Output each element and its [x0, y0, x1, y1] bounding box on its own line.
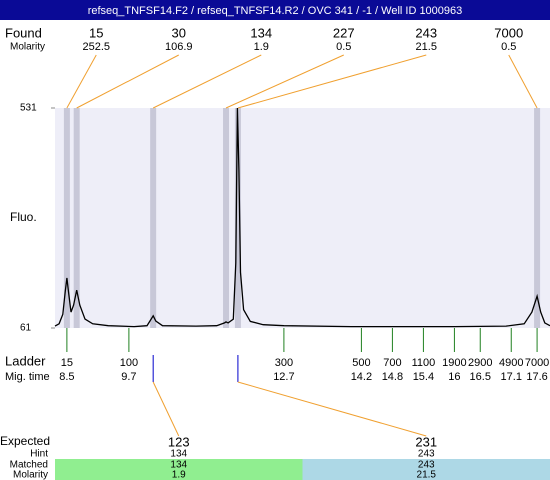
ladder-time: 14.2	[351, 371, 372, 383]
peak-connector	[225, 54, 344, 109]
peak-band	[223, 108, 230, 328]
found-size: 243	[415, 25, 437, 40]
found-molarity: 21.5	[416, 41, 437, 53]
ladder-time: 16	[448, 371, 460, 383]
found-molarity: 0.5	[501, 41, 516, 53]
matched-band	[302, 459, 550, 480]
ladder-size: 1900	[442, 357, 466, 369]
peak-band	[63, 108, 70, 328]
expected-connector	[237, 381, 427, 437]
ladder-size: 4900	[499, 357, 523, 369]
found-label: Found	[5, 25, 42, 40]
plot-area	[55, 108, 550, 328]
expected-size: 231	[415, 434, 437, 449]
ladder-time: 14.8	[382, 371, 403, 383]
ladder-size: 700	[383, 357, 401, 369]
matched-label: Matched	[10, 460, 48, 471]
ladder-size: 300	[275, 357, 293, 369]
matched-value: 243	[418, 460, 435, 471]
peak-connector	[76, 54, 179, 109]
ladder-time: 16.5	[470, 371, 491, 383]
found-molarity: 1.9	[254, 41, 269, 53]
molarity-label: Molarity	[10, 42, 45, 53]
hint-label: Hint	[30, 449, 48, 460]
ladder-time: 9.7	[121, 371, 136, 383]
ladder-time: 17.1	[501, 371, 522, 383]
peak-band	[150, 108, 157, 328]
ladder-time: 17.6	[526, 371, 547, 383]
ladder-size: 100	[120, 357, 138, 369]
ladder-label: Ladder	[5, 353, 46, 368]
title-bar	[0, 0, 550, 20]
y-axis-label: Fluo.	[10, 210, 37, 224]
expected-label: Expected	[0, 434, 50, 448]
y-tick-label: 531	[20, 103, 37, 114]
ladder-time: 8.5	[59, 371, 74, 383]
ladder-time: 12.7	[273, 371, 294, 383]
ladder-size: 7000	[525, 357, 549, 369]
hint-value: 243	[418, 449, 435, 460]
peak-band	[234, 108, 241, 328]
found-molarity: 252.5	[82, 41, 110, 53]
matched-value: 134	[170, 460, 187, 471]
matched-molarity: 1.9	[172, 470, 186, 480]
peak-connector	[508, 54, 538, 109]
found-size: 7000	[494, 25, 523, 40]
ladder-size: 2900	[468, 357, 492, 369]
matched-molarity: 21.5	[417, 470, 437, 480]
expected-molarity-label: Molarity	[13, 470, 48, 480]
found-size: 15	[89, 25, 103, 40]
peak-band	[73, 108, 80, 328]
found-molarity: 0.5	[336, 41, 351, 53]
mig-time-label: Mig. time	[5, 371, 50, 383]
ladder-size: 15	[61, 357, 73, 369]
peak-connector	[66, 54, 97, 109]
peak-band	[534, 108, 541, 328]
ladder-size: 1100	[412, 357, 436, 369]
expected-connector	[152, 381, 180, 437]
expected-size: 123	[168, 434, 190, 449]
ladder-size: 500	[352, 357, 370, 369]
chart-title: refseq_TNFSF14.F2 / refseq_TNFSF14.R2 / …	[88, 5, 463, 17]
found-size: 134	[250, 25, 272, 40]
hint-value: 134	[170, 449, 187, 460]
trace	[54, 107, 550, 328]
peak-connector	[152, 54, 262, 109]
found-size: 227	[333, 25, 355, 40]
y-tick-label: 61	[20, 323, 32, 334]
found-molarity: 106.9	[165, 41, 193, 53]
ladder-time: 15.4	[413, 371, 434, 383]
peak-connector	[237, 54, 427, 109]
found-size: 30	[172, 25, 186, 40]
matched-band	[55, 459, 303, 480]
